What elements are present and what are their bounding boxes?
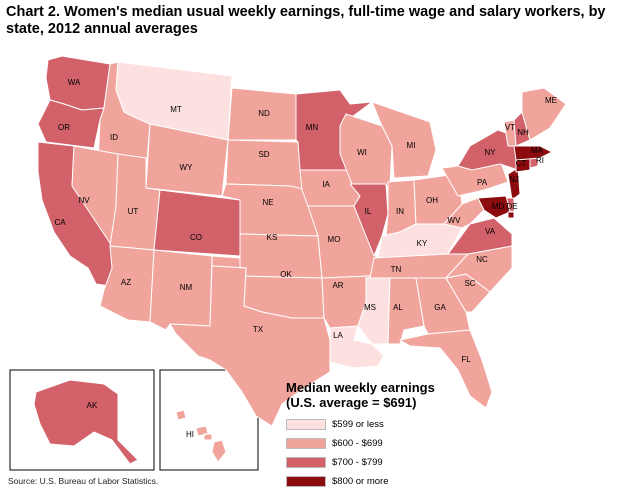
state-label-co: CO <box>190 233 202 242</box>
state-label-nc: NC <box>476 255 488 264</box>
legend-item-3: $700 - $799 <box>286 456 546 469</box>
state-label-wy: WY <box>180 163 194 172</box>
state-label-ok: OK <box>280 270 292 279</box>
state-shapes <box>33 55 567 465</box>
state-label-ia: IA <box>322 180 330 189</box>
legend-swatch-4 <box>286 476 326 487</box>
state-label-md: MD <box>492 202 505 211</box>
state-label-ms: MS <box>364 303 376 312</box>
state-labels: WA OR CA ID NV MT WY UT AZ CO NM ND SD NE KS OK TX MN IA MO… <box>54 78 557 439</box>
state-label-vt: VT <box>505 123 515 132</box>
state-label-pa: PA <box>477 178 488 187</box>
legend-label-1: $599 or less <box>332 419 384 430</box>
state-label-mo: MO <box>328 235 341 244</box>
state-label-id: ID <box>110 133 118 142</box>
legend-title: Median weekly earnings (U.S. average = $… <box>286 380 546 410</box>
legend-swatch-3 <box>286 457 326 468</box>
legend-title-line2: (U.S. average = $691) <box>286 395 417 410</box>
state-label-nv: NV <box>78 196 90 205</box>
state-mi <box>371 101 437 179</box>
legend-label-3: $700 - $799 <box>332 457 383 468</box>
state-label-ut: UT <box>128 207 139 216</box>
state-label-ca: CA <box>54 218 66 227</box>
state-label-ga: GA <box>434 303 446 312</box>
state-label-al: AL <box>393 303 403 312</box>
state-label-az: AZ <box>121 278 131 287</box>
state-co <box>153 189 241 257</box>
state-label-mi: MI <box>407 141 416 150</box>
state-label-oh: OH <box>426 196 438 205</box>
state-label-nh: NH <box>517 128 529 137</box>
state-md <box>477 195 511 219</box>
state-label-hi: HI <box>186 430 194 439</box>
legend-swatch-2 <box>286 438 326 449</box>
state-label-mt: MT <box>170 105 182 114</box>
state-label-ky: KY <box>417 239 428 248</box>
legend-item-4: $800 or more <box>286 475 546 488</box>
state-label-de: DE <box>506 202 517 211</box>
legend-label-4: $800 or more <box>332 476 389 487</box>
state-label-ks: KS <box>267 233 278 242</box>
state-label-in: IN <box>396 207 404 216</box>
state-label-nd: ND <box>258 109 270 118</box>
state-label-il: IL <box>365 207 372 216</box>
state-label-ak: AK <box>87 401 98 410</box>
state-label-ne: NE <box>262 198 273 207</box>
state-label-wi: WI <box>357 148 367 157</box>
state-label-wv: WV <box>448 216 462 225</box>
state-dc <box>507 211 515 219</box>
state-label-sd: SD <box>258 150 269 159</box>
legend-swatch-1 <box>286 419 326 430</box>
state-ma <box>513 145 553 161</box>
state-tx <box>169 265 331 427</box>
legend: Median weekly earnings (U.S. average = $… <box>286 380 546 494</box>
state-me <box>521 87 567 141</box>
state-ak <box>33 379 139 465</box>
state-label-wa: WA <box>68 78 81 87</box>
state-label-or: OR <box>58 123 70 132</box>
state-label-ct: CT <box>516 159 527 168</box>
state-label-va: VA <box>485 227 496 236</box>
state-label-nj: NJ <box>509 175 519 184</box>
state-label-ny: NY <box>484 148 496 157</box>
state-label-la: LA <box>333 331 343 340</box>
legend-item-1: $599 or less <box>286 418 546 431</box>
legend-title-line1: Median weekly earnings <box>286 380 435 395</box>
state-label-tn: TN <box>391 265 402 274</box>
state-label-nm: NM <box>180 283 193 292</box>
state-label-tx: TX <box>253 325 264 334</box>
state-il <box>349 183 389 257</box>
state-nj <box>507 167 521 201</box>
state-hi <box>175 409 227 463</box>
state-label-me: ME <box>545 96 557 105</box>
chart-title: Chart 2. Women's median usual weekly ear… <box>6 4 606 37</box>
state-label-ma: MA <box>531 146 544 155</box>
state-mt <box>115 61 233 141</box>
state-sd <box>225 139 303 191</box>
state-la <box>329 325 385 369</box>
state-label-ri: RI <box>536 156 544 165</box>
legend-label-2: $600 - $699 <box>332 438 383 449</box>
state-label-fl: FL <box>461 355 471 364</box>
state-label-ar: AR <box>332 281 343 290</box>
source-note: Source: U.S. Bureau of Labor Statistics. <box>8 476 159 486</box>
state-fl <box>399 329 493 409</box>
state-label-sc: SC <box>464 279 475 288</box>
state-label-mn: MN <box>306 123 319 132</box>
legend-item-2: $600 - $699 <box>286 437 546 450</box>
